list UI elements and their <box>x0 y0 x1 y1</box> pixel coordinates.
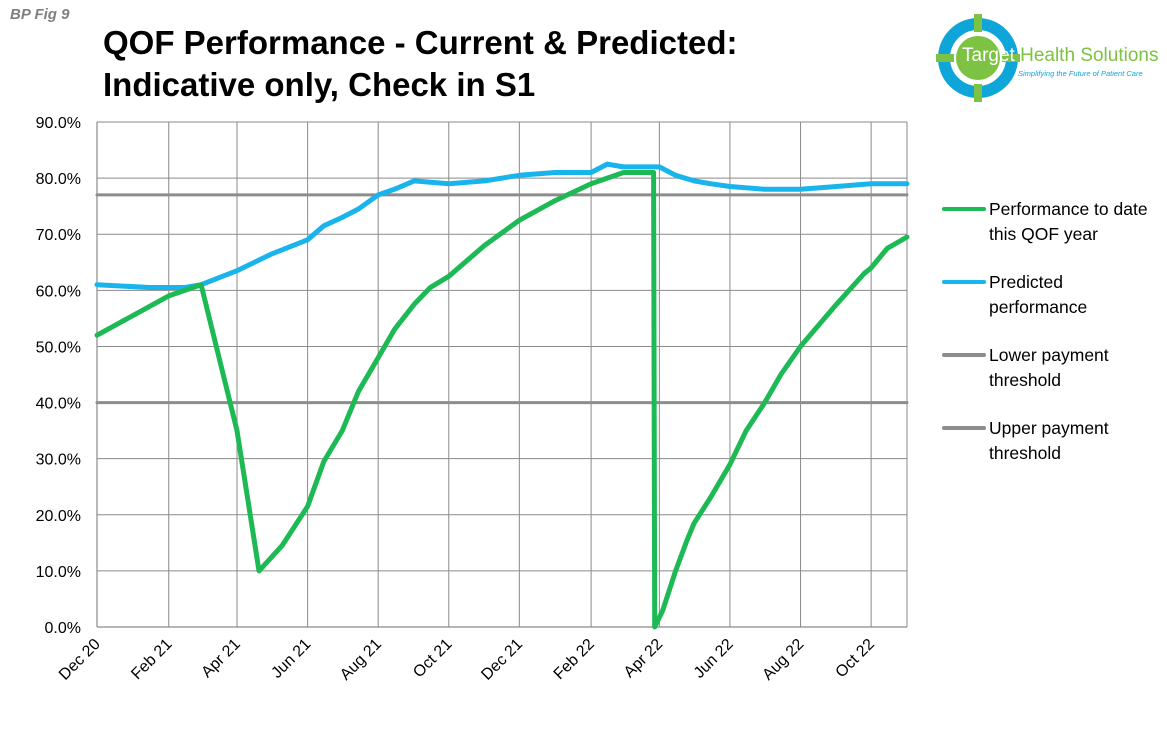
series-line-predicted <box>94 161 910 290</box>
x-tick-label: Jun 22 <box>691 636 737 682</box>
y-tick-label: 40.0% <box>36 396 81 413</box>
logo-name-part3: Health Solutions <box>1014 45 1159 66</box>
chart-series <box>94 161 910 630</box>
x-tick-label: Apr 21 <box>198 636 243 681</box>
y-tick-label: 80.0% <box>36 171 81 188</box>
y-tick-label: 70.0% <box>36 227 81 244</box>
y-axis-tick-labels: 0.0% 10.0% 20.0% 30.0% 40.0% 50.0% 60.0% 70.0% 8… <box>36 115 81 637</box>
x-tick-label: Apr 22 <box>621 636 666 681</box>
chart-title-line-2: Indicative only, Check in S1 <box>103 66 536 103</box>
legend-label-upper-threshold: Upper payment threshold <box>989 418 1109 463</box>
logo-name-part2: get <box>988 45 1015 66</box>
y-tick-label: 90.0% <box>36 115 81 132</box>
x-tick-label: Jun 21 <box>268 636 314 682</box>
legend-swatch-performance <box>942 207 986 211</box>
chart-axes <box>96 122 907 628</box>
x-tick-label: Aug 21 <box>337 636 385 684</box>
x-tick-label: Feb 22 <box>551 636 598 683</box>
company-logo: Target Health Solutions Simplifying the … <box>930 12 1160 104</box>
x-tick-label: Aug 22 <box>759 636 807 684</box>
logo-name: Target Health Solutions <box>962 45 1158 67</box>
logo-tagline: Simplifying the Future of Patient Care <box>1018 69 1143 78</box>
chart-grid <box>97 121 908 627</box>
x-tick-label: Oct 22 <box>833 636 878 681</box>
y-tick-label: 20.0% <box>36 508 81 525</box>
legend-swatch-predicted <box>942 280 986 284</box>
figure-tag: BP Fig 9 <box>10 6 70 23</box>
x-tick-label: Feb 21 <box>128 636 175 683</box>
chart-title: QOF Performance - Current & Predicted: I… <box>103 22 737 106</box>
y-tick-label: 10.0% <box>36 564 81 581</box>
y-tick-label: 30.0% <box>36 452 81 469</box>
y-tick-label: 0.0% <box>45 620 81 637</box>
series-line-performance <box>94 170 910 630</box>
legend-label-predicted: Predicted performance <box>989 272 1088 317</box>
legend-label-performance: Performance to date this QOF year <box>989 199 1148 244</box>
x-axis-tick-labels: Dec 20 Feb 21 Apr 21 Jun 21 Aug 21 Oct 21 Dec … <box>56 636 878 684</box>
y-tick-label: 50.0% <box>36 339 81 356</box>
y-tick-label: 60.0% <box>36 283 81 300</box>
logo-target-icon <box>936 14 1020 102</box>
chart-title-line-1: QOF Performance - Current & Predicted: <box>103 24 738 61</box>
legend-swatch-upper-threshold <box>942 426 986 430</box>
logo-name-part1: Tar <box>962 45 989 66</box>
x-tick-label: Dec 20 <box>56 636 104 684</box>
x-tick-label: Dec 21 <box>478 636 526 684</box>
x-tick-label: Oct 21 <box>410 636 455 681</box>
legend-label-lower-threshold: Lower payment threshold <box>989 345 1109 390</box>
legend-swatch-lower-threshold <box>942 353 986 357</box>
